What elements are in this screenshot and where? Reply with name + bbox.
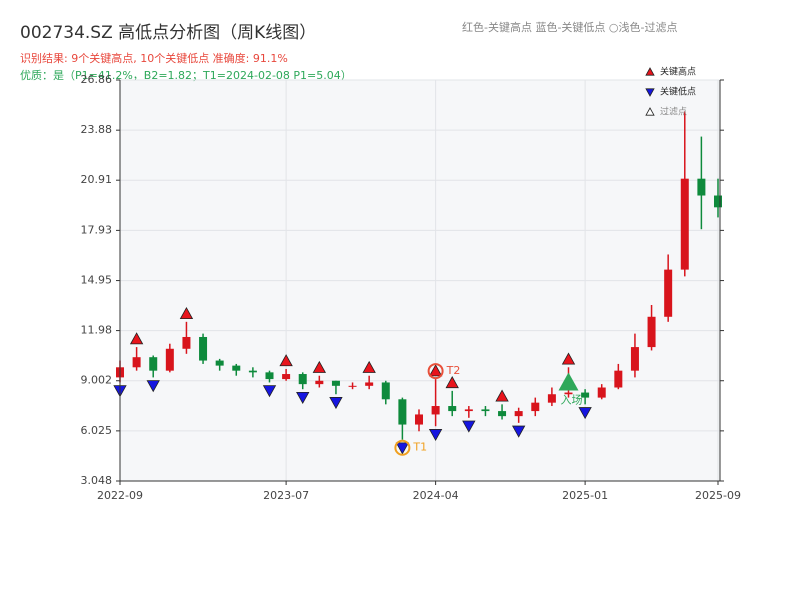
candle-body: [581, 392, 590, 398]
marker: [445, 376, 459, 389]
candle-body: [664, 269, 673, 317]
candle-body: [597, 387, 606, 398]
candle-body: [381, 382, 390, 400]
candle-body: [348, 385, 357, 387]
candle-body: [564, 392, 573, 395]
candle-body: [630, 347, 639, 371]
marker: [262, 385, 277, 398]
annotation-label: 入场: [561, 392, 583, 406]
marker: [495, 389, 509, 402]
legend-label: 过滤点: [660, 106, 687, 118]
x-tick-label: 2024-04: [413, 489, 459, 502]
candle-body: [182, 336, 191, 349]
marker: [428, 364, 443, 377]
marker: [428, 429, 443, 442]
candle-body: [298, 374, 307, 385]
y-tick-label: 9.002: [81, 374, 113, 387]
candle-body: [514, 411, 523, 417]
header-legend: 红色-关键高点 蓝色-关键低点 ○浅色-过滤点: [462, 20, 678, 34]
candle-body: [365, 382, 374, 386]
legend-marker: [645, 67, 655, 76]
marker: [312, 360, 327, 373]
marker: [561, 352, 576, 365]
y-tick-label: 26.86: [81, 73, 113, 86]
candle-body: [165, 348, 174, 371]
marker: [146, 380, 160, 393]
entry-marker: [558, 372, 579, 391]
candle-body: [448, 406, 457, 412]
marker: [395, 442, 410, 455]
marker: [462, 420, 476, 433]
candle-body: [331, 380, 340, 386]
candle-body: [199, 336, 208, 361]
y-tick-label: 11.98: [81, 324, 113, 337]
candle-body: [398, 399, 407, 425]
legend-label: 关键高点: [660, 66, 696, 78]
marker: [179, 307, 194, 320]
candle-body: [481, 409, 490, 412]
annotation-ring: [394, 439, 411, 456]
candle-body: [248, 370, 257, 373]
subtitle: 识别结果: 9个关键高点, 10个关键低点 准确度: 91.1%: [20, 51, 288, 65]
annotation-ring: [427, 363, 444, 380]
y-tick-label: 6.025: [81, 424, 113, 437]
candle-body: [415, 414, 423, 425]
x-tick-label: 2025-09: [695, 489, 741, 502]
x-tick-label: 2022-09: [97, 489, 143, 502]
candle-body: [680, 178, 689, 270]
candle-body: [714, 195, 722, 208]
candle-body: [647, 316, 656, 348]
candle-body: [464, 409, 473, 412]
candle-body: [265, 372, 274, 380]
subtitle: 优质：是（P1=41.2%，B2=1.82；T1=2024-02-08 P1=5…: [20, 69, 352, 82]
candle-body: [697, 178, 706, 196]
chart-title: 002734.SZ 高低点分析图（周K线图）: [20, 23, 316, 43]
legend-label: 关键低点: [660, 86, 696, 98]
candle-body: [431, 406, 440, 415]
marker: [578, 407, 592, 420]
x-tick-label: 2023-07: [263, 489, 309, 502]
candle-body: [232, 365, 241, 371]
candle-body: [132, 357, 141, 368]
y-tick-label: 3.048: [81, 474, 113, 487]
y-tick-label: 14.95: [81, 274, 113, 287]
marker: [329, 397, 343, 410]
candle-body: [282, 374, 291, 380]
annotation-label: T1: [412, 441, 427, 454]
y-tick-label: 17.93: [81, 223, 113, 236]
candle-body: [149, 357, 158, 371]
y-tick-label: 20.91: [81, 173, 113, 186]
marker: [511, 425, 526, 438]
marker: [296, 391, 310, 405]
marker: [279, 354, 293, 367]
annotation-label: T2: [446, 364, 461, 377]
candle-body: [498, 411, 507, 417]
x-tick-label: 2025-01: [562, 489, 608, 502]
candle-body: [614, 370, 623, 388]
marker: [129, 332, 144, 345]
candle-body: [215, 360, 224, 366]
candle-body: [547, 394, 556, 403]
legend-marker: [645, 107, 655, 116]
candle-body: [315, 380, 324, 385]
marker: [362, 360, 376, 373]
y-tick-label: 23.88: [81, 123, 113, 136]
legend-marker: [645, 88, 655, 97]
candle-body: [531, 402, 540, 412]
